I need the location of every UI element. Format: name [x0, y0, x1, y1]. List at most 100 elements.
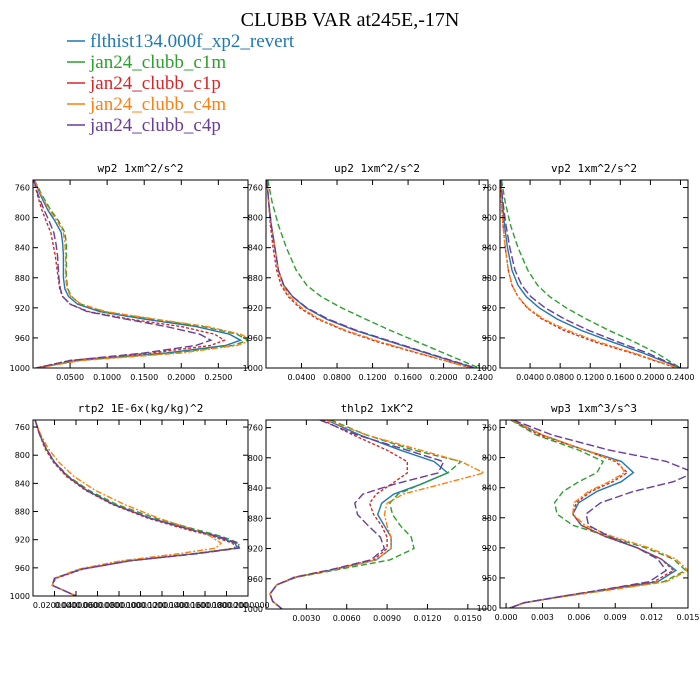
panel-title: rtp2 1E-6x(kg/kg)^2	[78, 402, 204, 415]
series-line	[269, 420, 449, 609]
x-tick-label: 0.0800	[546, 373, 574, 382]
y-tick-label: 1000	[477, 364, 497, 373]
x-tick-label: 0.2000	[167, 373, 195, 382]
legend-label: jan24_clubb_c4m	[89, 94, 226, 115]
y-tick-label: 800	[248, 214, 263, 223]
series-line	[509, 420, 688, 608]
y-tick-label: 760	[248, 184, 263, 193]
panel-title: vp2 1xm^2/s^2	[551, 162, 637, 175]
series-line	[34, 420, 223, 596]
y-tick-label: 920	[482, 304, 497, 313]
series-line	[34, 420, 241, 596]
plot-frame	[32, 179, 249, 369]
x-tick-label: 0.2000	[430, 373, 458, 382]
x-tick-label: 0.0030	[292, 614, 320, 623]
x-tick-label: 0.1800000	[205, 601, 248, 610]
x-tick-label: 0.1600	[394, 373, 422, 382]
legend-label: jan24_clubb_c4p	[89, 115, 221, 136]
x-tick-label: 0.0800000	[97, 601, 140, 610]
x-tick-label: 0.0090	[373, 614, 401, 623]
x-tick-label: 0.2500	[204, 373, 232, 382]
series-group	[500, 180, 681, 368]
y-tick-label: 800	[248, 454, 263, 463]
series-line	[33, 180, 243, 368]
x-tick-label: 0.0150	[454, 614, 482, 623]
y-tick-label: 1000	[477, 604, 497, 613]
figure-title: CLUBB VAR at245E,-17N	[241, 9, 460, 31]
y-tick-label: 880	[482, 514, 497, 523]
x-tick-label: 0.009	[604, 613, 627, 622]
plot-frame	[32, 419, 249, 597]
legend-label: jan24_clubb_c1m	[89, 52, 226, 73]
chart-panel: wp3 1xm^3/s^3 760 800 840 880 920 960 10000.000…	[477, 402, 700, 622]
legend: flthist134.000f_xp2_revertjan24_clubb_c1…	[67, 31, 295, 136]
series-line	[500, 180, 681, 368]
y-tick-label: 880	[248, 274, 263, 283]
x-tick-label: 0.000	[495, 613, 518, 622]
series-group	[33, 180, 248, 368]
x-tick-label: 0.1200	[576, 373, 604, 382]
legend-entry: jan24_clubb_c4m	[67, 94, 226, 115]
series-line	[266, 180, 471, 368]
x-tick-label: 0.2400	[666, 373, 694, 382]
series-line	[269, 420, 445, 609]
y-tick-label: 760	[482, 184, 497, 193]
y-tick-label: 800	[482, 214, 497, 223]
x-tick-label: 0.0400	[288, 373, 316, 382]
y-tick-label: 840	[482, 484, 497, 493]
x-tick-label: 0.1200000	[140, 601, 183, 610]
y-tick-label: 920	[15, 536, 30, 545]
series-line	[500, 180, 678, 368]
x-tick-label: 0.1600000	[183, 601, 226, 610]
series-line	[33, 180, 248, 368]
y-tick-label: 760	[15, 184, 30, 193]
y-tick-label: 960	[482, 574, 497, 583]
x-tick-label: 0.003	[531, 613, 554, 622]
y-tick-label: 1000	[243, 605, 263, 614]
plot-frame	[265, 179, 489, 369]
legend-label: flthist134.000f_xp2_revert	[90, 31, 295, 52]
chart-panel: thlp2 1xK^2 760 800 840 880 920 960 1000 0.0030 0…	[243, 402, 489, 623]
y-tick-label: 760	[482, 424, 497, 433]
y-tick-label: 880	[482, 274, 497, 283]
x-tick-label: 0.0800	[323, 373, 351, 382]
y-tick-label: 840	[248, 244, 263, 253]
y-tick-label: 920	[482, 544, 497, 553]
chart-panel: up2 1xm^2/s^2 760 800 840 880 920 960 1000 0.040…	[243, 162, 493, 382]
series-line	[33, 180, 226, 368]
y-tick-label: 920	[248, 545, 263, 554]
x-tick-label: 0.1000000	[119, 601, 162, 610]
chart-panel: vp2 1xm^2/s^2 760 800 840 880 920 960 1000 0.040…	[477, 162, 695, 382]
legend-entry: jan24_clubb_c4p	[67, 115, 221, 136]
x-tick-label: 0.015	[677, 613, 700, 622]
series-line	[269, 420, 408, 609]
x-tick-label: 0.1400000	[162, 601, 205, 610]
series-group	[34, 420, 241, 596]
series-line	[34, 420, 241, 596]
series-line	[266, 180, 476, 368]
chart-panel: rtp2 1E-6x(kg/kg)^2 760 800 840 880 920 960 100…	[10, 402, 270, 610]
y-tick-label: 800	[15, 451, 30, 460]
series-line	[266, 180, 473, 368]
series-line	[500, 180, 681, 368]
series-line	[267, 180, 480, 368]
x-tick-label: 0.2000000	[226, 601, 269, 610]
panel-title: wp2 1xm^2/s^2	[97, 162, 183, 175]
y-tick-label: 760	[248, 424, 263, 433]
y-tick-label: 880	[248, 514, 263, 523]
series-line	[33, 180, 213, 368]
y-tick-label: 960	[15, 334, 30, 343]
y-tick-label: 1000	[10, 592, 30, 601]
panel-title: thlp2 1xK^2	[341, 402, 414, 415]
y-tick-label: 960	[15, 564, 30, 573]
x-tick-label: 0.0400000	[54, 601, 97, 610]
x-tick-label: 0.012	[640, 613, 663, 622]
panel-title: up2 1xm^2/s^2	[334, 162, 420, 175]
x-tick-label: 0.0060	[333, 614, 361, 623]
y-tick-label: 800	[15, 214, 30, 223]
plot-frame	[265, 419, 489, 610]
y-tick-label: 840	[482, 244, 497, 253]
plot-frame	[499, 179, 689, 369]
y-tick-label: 880	[15, 508, 30, 517]
legend-entry: flthist134.000f_xp2_revert	[67, 31, 295, 52]
